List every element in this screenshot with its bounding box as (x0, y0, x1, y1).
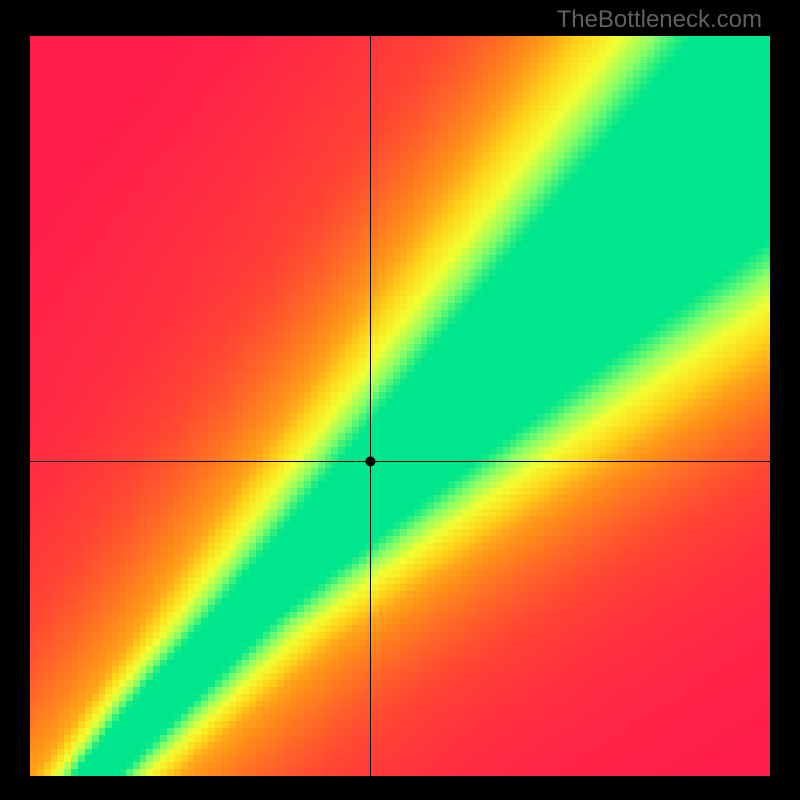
bottleneck-heatmap (0, 0, 800, 800)
chart-container: TheBottleneck.com (0, 0, 800, 800)
watermark-text: TheBottleneck.com (557, 6, 762, 34)
